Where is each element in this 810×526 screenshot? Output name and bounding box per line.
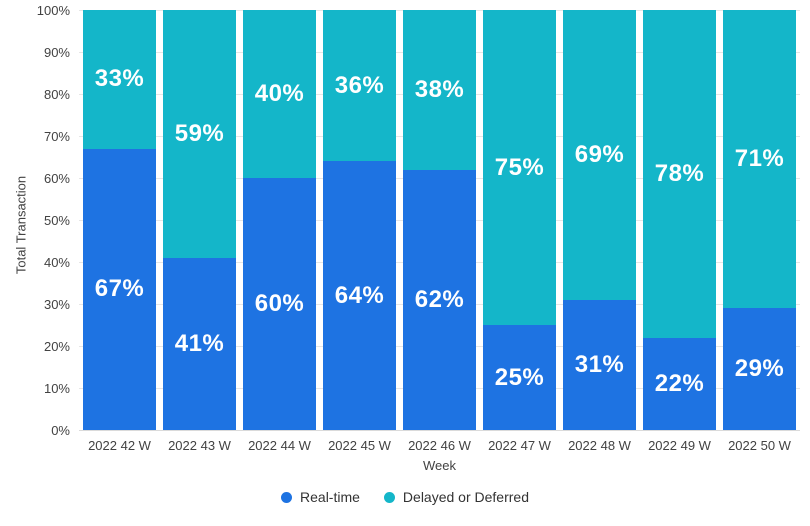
- bar-value-label: 64%: [334, 281, 385, 309]
- y-tick-label: 0%: [51, 423, 70, 438]
- bar-value-label: 67%: [94, 275, 145, 303]
- bar-value-label: 69%: [574, 140, 625, 168]
- legend-item[interactable]: Delayed or Deferred: [383, 489, 529, 505]
- bar-value-label: 29%: [734, 355, 785, 383]
- bar-segment-real-time[interactable]: 62%: [403, 169, 476, 430]
- y-tick-label: 30%: [43, 297, 70, 312]
- bar-value-label: 60%: [254, 290, 305, 317]
- gridline: [79, 430, 800, 431]
- bar-segment-real-time[interactable]: 29%: [723, 308, 796, 430]
- legend: Real-time Delayed or Deferred: [0, 489, 810, 505]
- bar-segment-real-time[interactable]: 60%: [243, 178, 316, 430]
- y-tick-label: 70%: [43, 129, 70, 144]
- bar-value-label: 36%: [334, 71, 385, 99]
- legend-dot-icon: [281, 491, 293, 503]
- bar-value-label: 33%: [94, 65, 145, 93]
- x-axis-title: Week: [423, 458, 456, 473]
- bar-group: 69% 31%: [563, 10, 636, 430]
- bar-segment-delayed[interactable]: 59%: [163, 10, 236, 258]
- bar-segment-delayed[interactable]: 36%: [323, 10, 396, 162]
- y-tick-label: 60%: [43, 171, 70, 186]
- y-tick-label: 50%: [43, 213, 70, 228]
- bar-segment-delayed[interactable]: 40%: [243, 10, 316, 178]
- x-axis-labels: 2022 42 W 2022 43 W 2022 44 W 2022 45 W 2022…: [79, 438, 800, 453]
- bar-value-label: 40%: [254, 80, 305, 107]
- legend-item[interactable]: Real-time: [281, 489, 360, 505]
- x-tick-label: 2022 45 W: [328, 438, 391, 453]
- bars-container: 33% 67% 59% 41% 40% 60% 36% 64% 38% 62% 75% 25% 69% 3…: [79, 10, 800, 430]
- bar-value-label: 22%: [654, 369, 705, 397]
- x-tick-label: 2022 47 W: [488, 438, 551, 453]
- x-tick-label: 2022 49 W: [648, 438, 711, 453]
- bar-group: 36% 64%: [323, 10, 396, 430]
- legend-dot-icon: [383, 491, 395, 503]
- x-tick-label: 2022 46 W: [408, 438, 471, 453]
- legend-label: Delayed or Deferred: [402, 489, 529, 505]
- bar-group: 59% 41%: [163, 10, 236, 430]
- bar-segment-delayed[interactable]: 71%: [723, 10, 796, 309]
- y-tick-label: 100%: [36, 3, 70, 18]
- plot-area: 33% 67% 59% 41% 40% 60% 36% 64% 38% 62% 75% 25% 69% 3…: [79, 10, 800, 431]
- bar-value-label: 71%: [734, 145, 785, 173]
- bar-group: 75% 25%: [483, 10, 556, 430]
- bar-group: 40% 60%: [243, 10, 316, 430]
- bar-segment-delayed[interactable]: 38%: [403, 10, 476, 170]
- bar-value-label: 62%: [414, 285, 465, 313]
- bar-segment-real-time[interactable]: 22%: [643, 337, 716, 430]
- bar-value-label: 59%: [174, 119, 225, 147]
- y-tick-label: 20%: [43, 339, 70, 354]
- bar-group: 71% 29%: [723, 10, 796, 430]
- bar-segment-real-time[interactable]: 25%: [483, 325, 556, 430]
- bar-segment-real-time[interactable]: 67%: [83, 148, 156, 430]
- x-tick-label: 2022 50 W: [728, 438, 791, 453]
- bar-group: 78% 22%: [643, 10, 716, 430]
- y-axis: 0% 10% 20% 30% 40% 50% 60% 70% 80% 90% 100%: [0, 3, 70, 438]
- bar-segment-delayed[interactable]: 69%: [563, 10, 636, 300]
- y-tick-label: 10%: [43, 381, 70, 396]
- bar-segment-real-time[interactable]: 31%: [563, 299, 636, 430]
- bar-value-label: 41%: [174, 329, 225, 357]
- bar-segment-delayed[interactable]: 75%: [483, 10, 556, 325]
- y-tick-label: 90%: [43, 45, 70, 60]
- x-tick-label: 2022 48 W: [568, 438, 631, 453]
- legend-label: Real-time: [300, 489, 360, 505]
- x-tick-label: 2022 42 W: [88, 438, 151, 453]
- bar-segment-delayed[interactable]: 78%: [643, 10, 716, 338]
- bar-segment-real-time[interactable]: 41%: [163, 257, 236, 430]
- y-tick-label: 40%: [43, 255, 70, 270]
- bar-value-label: 38%: [414, 75, 465, 103]
- bar-value-label: 75%: [494, 153, 545, 181]
- bar-group: 33% 67%: [83, 10, 156, 430]
- bar-segment-delayed[interactable]: 33%: [83, 10, 156, 149]
- bar-segment-real-time[interactable]: 64%: [323, 161, 396, 430]
- bar-value-label: 25%: [494, 363, 545, 391]
- x-tick-label: 2022 44 W: [248, 438, 311, 453]
- bar-group: 38% 62%: [403, 10, 476, 430]
- bar-value-label: 78%: [654, 159, 705, 187]
- x-tick-label: 2022 43 W: [168, 438, 231, 453]
- y-tick-label: 80%: [43, 87, 70, 102]
- bar-value-label: 31%: [574, 350, 625, 378]
